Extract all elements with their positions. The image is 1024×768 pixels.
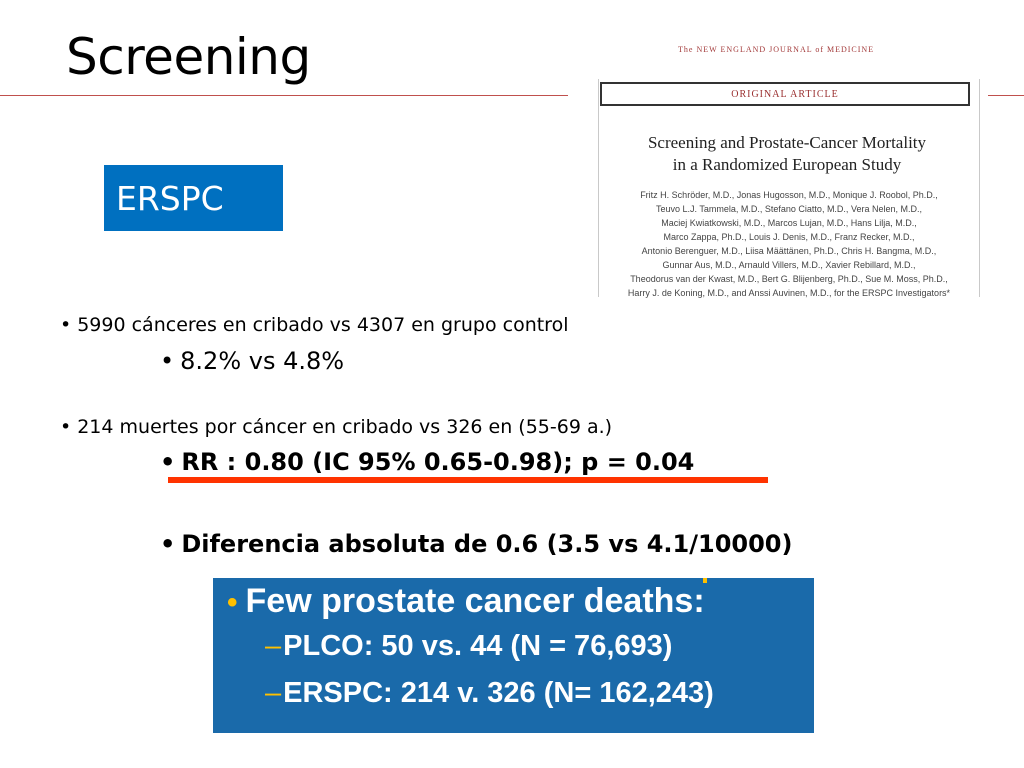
panel-dash: – [265, 630, 282, 662]
bullet-text: Diferencia absoluta de 0.6 (3.5 vs 4.1/1… [181, 530, 793, 558]
journal-masthead: The NEW ENGLAND JOURNAL of MEDICINE [678, 45, 875, 54]
article-frame [598, 79, 980, 297]
bullet-marker: • [160, 448, 176, 476]
author-line: Teuvo L.J. Tammela, M.D., Stefano Ciatto… [656, 204, 922, 214]
bullet-absolute-difference: • Diferencia absoluta de 0.6 (3.5 vs 4.1/… [160, 530, 792, 558]
bullet-text: 5990 cánceres en cribado vs 4307 en grup… [77, 314, 569, 336]
panel-dash: – [265, 677, 282, 709]
bullet-text: RR : 0.80 (IC 95% 0.65-0.98); p = 0.04 [181, 448, 695, 476]
panel-item-text: PLCO: 50 vs. 44 (N = 76,693) [283, 630, 673, 662]
author-line: Harry J. de Koning, M.D., and Anssi Auvi… [627, 288, 951, 298]
author-line: Fritz H. Schröder, M.D., Jonas Hugosson,… [640, 190, 938, 200]
panel-item-erspc: –ERSPC: 214 v. 326 (N= 162,243) [265, 677, 714, 710]
panel-heading-text: Few prostate cancer deaths: [245, 582, 705, 620]
article-title: Screening and Prostate-Cancer Mortality … [600, 132, 974, 176]
article-authors: Fritz H. Schröder, M.D., Jonas Hugosson,… [598, 188, 980, 300]
author-line: Theodorus van der Kwast, M.D., Bert G. B… [630, 274, 948, 284]
panel-bullet: • [227, 586, 238, 619]
panel-heading: • Few prostate cancer deaths: [227, 582, 705, 621]
deaths-panel: • Few prostate cancer deaths: –PLCO: 50 v… [213, 578, 814, 733]
author-line: Gunnar Aus, M.D., Arnauld Villers, M.D.,… [662, 260, 916, 270]
panel-accent [703, 578, 707, 583]
title-rule-left [0, 95, 568, 96]
ersp-label-box: ERSPC [104, 165, 283, 231]
bullet-cancers: • 5990 cánceres en cribado vs 4307 en gru… [60, 314, 568, 336]
bullet-marker: • [160, 530, 176, 558]
slide-title: Screening [66, 28, 311, 86]
rr-underline [168, 477, 768, 483]
article-section-box: ORIGINAL ARTICLE [600, 82, 970, 106]
author-line: Marco Zappa, Ph.D., Louis J. Denis, M.D.… [663, 232, 915, 242]
bullet-marker: • [60, 314, 72, 336]
title-rule-right [988, 95, 1024, 96]
bullet-deaths: • 214 muertes por cáncer en cribado vs 32… [60, 416, 612, 438]
bullet-relative-risk: • RR : 0.80 (IC 95% 0.65-0.98); p = 0.04 [160, 448, 694, 476]
bullet-text: 214 muertes por cáncer en cribado vs 326… [77, 416, 613, 438]
bullet-marker: • [160, 347, 175, 375]
bullet-percent: • 8.2% vs 4.8% [160, 347, 344, 375]
article-title-line-2: in a Randomized European Study [672, 155, 902, 174]
article-title-line-1: Screening and Prostate-Cancer Mortality [647, 133, 927, 152]
bullet-text: 8.2% vs 4.8% [180, 347, 345, 375]
author-line: Antonio Berenguer, M.D., Liisa Määttänen… [641, 246, 937, 256]
panel-item-plco: –PLCO: 50 vs. 44 (N = 76,693) [265, 630, 672, 663]
author-line: Maciej Kwiatkowski, M.D., Marcos Lujan, … [661, 218, 917, 228]
bullet-marker: • [60, 416, 72, 438]
panel-item-text: ERSPC: 214 v. 326 (N= 162,243) [283, 677, 714, 709]
